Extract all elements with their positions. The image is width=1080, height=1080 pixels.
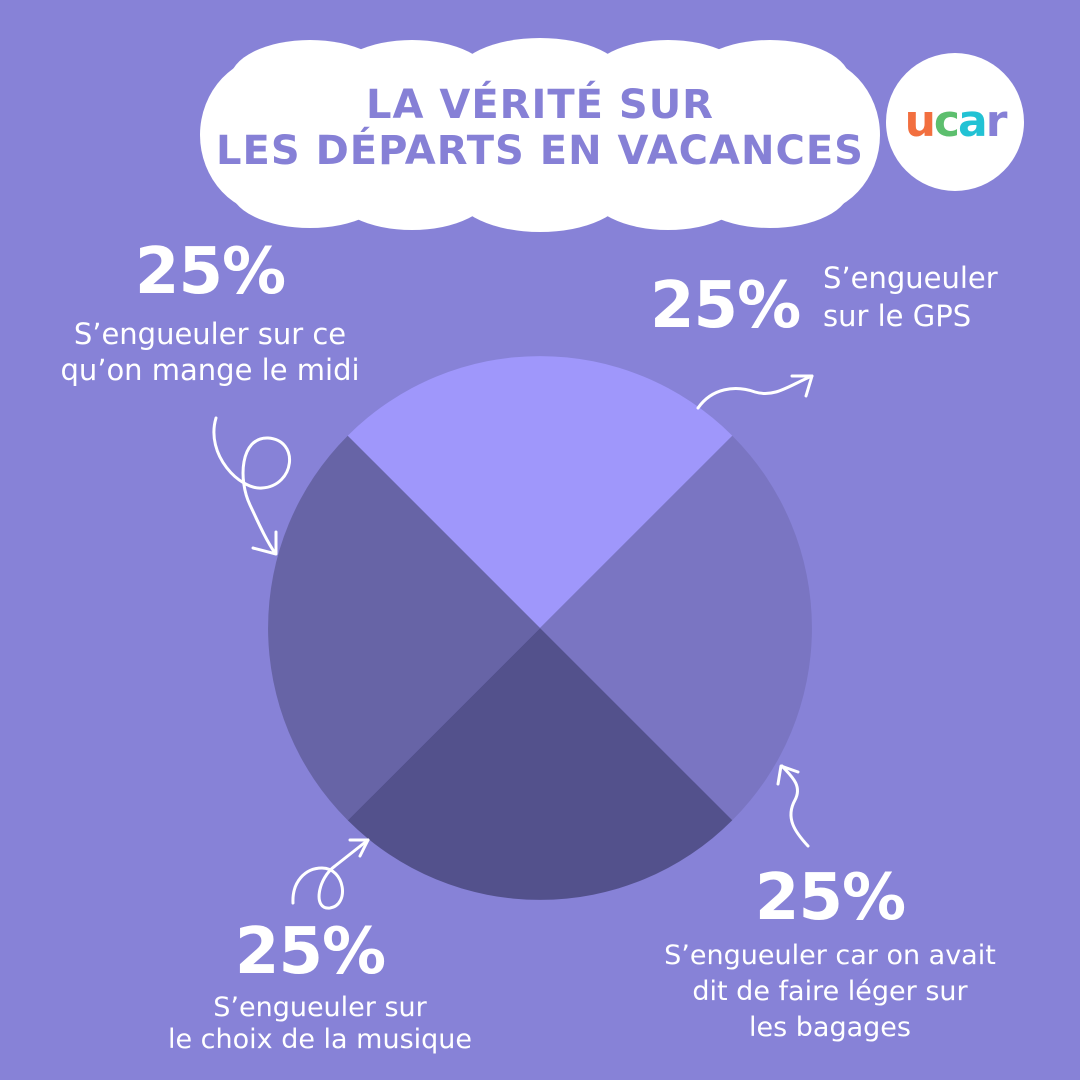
callout-value: 25% <box>650 269 801 343</box>
title-cloud <box>200 38 880 232</box>
slice-right-bagages <box>540 435 812 821</box>
arrowhead-icon-top-left <box>251 530 278 556</box>
logo-letter-r: r <box>985 96 1008 147</box>
arrowhead-icon-top-right <box>790 374 814 398</box>
callout-label-line2: dit de faire léger sur <box>692 976 968 1007</box>
arrowhead-icon-bottom-left <box>348 838 370 858</box>
callout-bottom-left: 25% S’engueuler sur le choix de la musiq… <box>110 920 530 1056</box>
callout-bottom-right: 25% S’engueuler car on avait dit de fair… <box>610 866 1050 1046</box>
ucar-logo: ucar <box>886 53 1024 191</box>
callout-value: 25% <box>234 915 386 989</box>
slice-left-midi <box>268 435 540 821</box>
callout-label-line1: S’engueuler car on avait <box>664 940 996 971</box>
callout-label-line1: S’engueuler sur ce <box>73 317 347 351</box>
logo-letter-c: c <box>933 96 960 147</box>
callout-label-line3: les bagages <box>749 1012 911 1043</box>
slice-top-gps <box>347 356 733 628</box>
page-title: LA VÉRITÉ SUR LES DÉPARTS EN VACANCES <box>200 82 880 174</box>
arrow-icon-bottom-left <box>291 838 370 910</box>
callout-value: 25% <box>754 861 906 935</box>
callout-label-line2: le choix de la musique <box>167 1024 473 1055</box>
arrowhead-icon-bottom-right <box>776 764 800 786</box>
arrow-icon-top-right <box>696 374 814 410</box>
logo-letter-a: a <box>958 96 988 147</box>
pie-slices <box>268 356 812 900</box>
callout-label-line2: sur le GPS <box>823 299 972 333</box>
arrow-icon-top-left <box>212 416 292 555</box>
callout-label-line1: S’engueuler <box>823 261 998 295</box>
logo-letter-u: u <box>904 96 936 147</box>
title-line-2: LES DÉPARTS EN VACANCES <box>216 128 864 174</box>
slice-bottom-musique <box>347 628 733 900</box>
callout-label-line1: S’engueuler sur <box>213 992 427 1023</box>
callout-value: 25% <box>134 235 286 309</box>
title-line-1: LA VÉRITÉ SUR <box>366 82 714 128</box>
logo-wordmark: ucar <box>905 100 1008 144</box>
callout-label-line2: qu’on mange le midi <box>60 353 360 387</box>
arrow-icon-bottom-right <box>780 764 810 848</box>
callout-top-left: 25% S’engueuler sur ce qu’on mange le mi… <box>20 240 400 388</box>
